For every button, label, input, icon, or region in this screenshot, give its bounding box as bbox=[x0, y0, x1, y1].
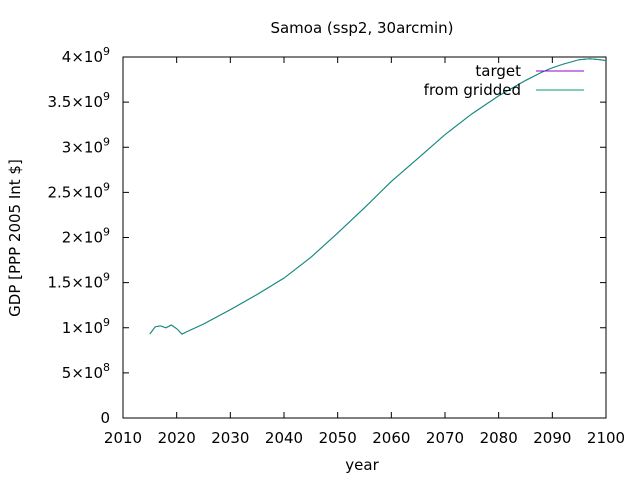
y-tick-mantissa: 1×10 bbox=[62, 319, 103, 337]
y-axis: 05×1081×1091.5×1092×1092.5×1093×1093.5×1… bbox=[47, 45, 606, 427]
x-tick-label: 2010 bbox=[104, 429, 142, 447]
x-tick-label: 2020 bbox=[158, 429, 196, 447]
y-tick-exponent: 9 bbox=[103, 271, 110, 284]
y-tick-label: 0 bbox=[100, 409, 110, 427]
y-tick-exponent: 9 bbox=[103, 45, 110, 58]
x-tick-label: 2090 bbox=[533, 429, 571, 447]
y-tick-exponent: 9 bbox=[103, 316, 110, 329]
legend-label-target: target bbox=[475, 62, 521, 80]
y-tick-mantissa: 1.5×10 bbox=[47, 274, 103, 292]
y-tick-mantissa: 0 bbox=[100, 409, 110, 427]
legend-label-from-gridded: from gridded bbox=[424, 81, 521, 99]
x-tick-label: 2080 bbox=[480, 429, 518, 447]
y-tick-label: 4×109 bbox=[62, 45, 110, 66]
x-tick-label: 2040 bbox=[265, 429, 303, 447]
x-tick-label: 2060 bbox=[372, 429, 410, 447]
y-tick-exponent: 8 bbox=[103, 361, 110, 374]
x-tick-label: 2050 bbox=[319, 429, 357, 447]
y-tick-exponent: 9 bbox=[103, 135, 110, 148]
x-axis: 2010 2020 2030 2040 2050 2060 2070 2080 2090 2100 bbox=[104, 57, 625, 447]
x-tick-label: 2070 bbox=[426, 429, 464, 447]
y-tick-mantissa: 3×10 bbox=[62, 138, 103, 156]
y-tick-mantissa: 4×10 bbox=[62, 48, 103, 66]
chart-title: Samoa (ssp2, 30arcmin) bbox=[270, 19, 453, 37]
plot-area-frame bbox=[122, 56, 607, 419]
y-tick-exponent: 9 bbox=[103, 226, 110, 239]
series-line-target bbox=[149, 58, 607, 335]
y-tick-label: 3×109 bbox=[62, 135, 110, 156]
y-tick-label: 2.5×109 bbox=[47, 180, 110, 201]
y-tick-mantissa: 5×10 bbox=[62, 364, 103, 382]
y-tick-exponent: 9 bbox=[103, 180, 110, 193]
x-tick-label: 2030 bbox=[211, 429, 249, 447]
y-tick-label: 2×109 bbox=[62, 226, 110, 247]
y-tick-label: 1.5×109 bbox=[47, 271, 110, 292]
y-axis-label: GDP [PPP 2005 Int $] bbox=[6, 159, 24, 317]
legend: target from gridded bbox=[424, 62, 584, 99]
y-tick-label: 3.5×109 bbox=[47, 90, 110, 111]
y-tick-mantissa: 2×10 bbox=[62, 229, 103, 247]
y-tick-exponent: 9 bbox=[103, 90, 110, 103]
y-tick-mantissa: 2.5×10 bbox=[47, 183, 103, 201]
x-tick-label: 2100 bbox=[587, 429, 625, 447]
y-tick-mantissa: 3.5×10 bbox=[47, 93, 103, 111]
y-tick-label: 1×109 bbox=[62, 316, 110, 337]
series-layer bbox=[149, 58, 607, 335]
x-axis-label: year bbox=[345, 456, 379, 474]
y-tick-label: 5×108 bbox=[62, 361, 110, 382]
series-line-from-gridded bbox=[149, 58, 607, 335]
